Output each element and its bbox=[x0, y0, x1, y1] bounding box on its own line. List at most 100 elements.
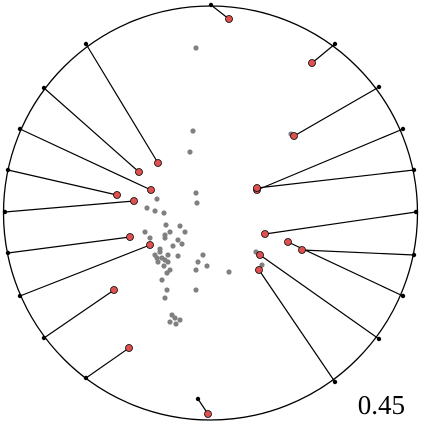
point bbox=[193, 287, 199, 293]
labeled-point bbox=[154, 159, 162, 167]
point bbox=[175, 253, 181, 259]
leader-line bbox=[19, 128, 152, 191]
point bbox=[152, 252, 158, 258]
point bbox=[147, 235, 153, 241]
labeled-point bbox=[255, 266, 263, 274]
point bbox=[165, 259, 171, 265]
point bbox=[179, 241, 185, 247]
anchor bbox=[411, 167, 417, 173]
point bbox=[175, 237, 181, 243]
labeled-point bbox=[256, 251, 264, 259]
point bbox=[161, 210, 167, 216]
anchor bbox=[400, 126, 406, 132]
leader-line bbox=[264, 211, 417, 235]
leader-line bbox=[4, 200, 135, 213]
labeled-point bbox=[113, 191, 121, 199]
labeled-point bbox=[284, 238, 292, 246]
anchor bbox=[195, 396, 201, 402]
point bbox=[173, 321, 179, 327]
leader-line bbox=[259, 254, 380, 340]
anchor bbox=[17, 293, 23, 299]
anchor bbox=[376, 84, 382, 90]
point bbox=[195, 259, 201, 265]
leader-line bbox=[256, 169, 415, 189]
anchor bbox=[83, 375, 89, 381]
anchor bbox=[5, 250, 11, 256]
point bbox=[167, 229, 173, 235]
labeled-point bbox=[147, 186, 155, 194]
point bbox=[193, 190, 199, 196]
leader-line bbox=[311, 43, 336, 64]
leader-line bbox=[19, 244, 151, 297]
point bbox=[170, 243, 176, 249]
leader-line bbox=[258, 269, 336, 383]
point bbox=[165, 252, 171, 258]
anchor bbox=[413, 209, 419, 215]
point bbox=[226, 269, 232, 275]
point bbox=[193, 45, 199, 51]
point bbox=[187, 149, 193, 155]
labeled-point bbox=[135, 168, 143, 176]
anchor bbox=[376, 336, 382, 342]
labeled-point bbox=[130, 197, 138, 205]
point bbox=[142, 229, 148, 235]
labeled-point bbox=[261, 230, 269, 238]
labeled-point bbox=[253, 184, 261, 192]
point bbox=[194, 200, 200, 206]
anchor bbox=[332, 41, 338, 47]
anchor bbox=[411, 252, 417, 258]
anchor bbox=[400, 293, 406, 299]
point bbox=[204, 263, 210, 269]
labeled-point bbox=[126, 233, 134, 241]
point bbox=[164, 287, 170, 293]
point bbox=[157, 246, 163, 252]
point bbox=[167, 319, 173, 325]
labeled-point bbox=[125, 344, 133, 352]
leader-line bbox=[256, 128, 404, 191]
point bbox=[177, 317, 183, 323]
point bbox=[162, 232, 168, 238]
leader-line bbox=[85, 347, 130, 379]
point bbox=[193, 267, 199, 273]
anchor bbox=[17, 126, 23, 132]
labeled-point bbox=[308, 59, 316, 67]
point bbox=[200, 252, 206, 258]
leader-line bbox=[301, 249, 415, 256]
labeled-point bbox=[290, 132, 298, 140]
point bbox=[190, 128, 196, 134]
point bbox=[155, 259, 161, 265]
leader-line bbox=[43, 87, 140, 173]
anchor bbox=[332, 379, 338, 385]
point bbox=[161, 263, 167, 269]
labeled-point bbox=[225, 15, 233, 23]
point bbox=[162, 295, 168, 301]
boundary-circle bbox=[2, 5, 419, 421]
leader-line bbox=[7, 169, 118, 196]
labeled-point bbox=[110, 286, 118, 294]
annotation: 0.45 bbox=[358, 390, 405, 420]
point bbox=[144, 205, 150, 211]
anchor bbox=[83, 41, 89, 47]
point bbox=[152, 208, 158, 214]
point bbox=[259, 262, 265, 268]
point bbox=[169, 312, 175, 318]
leader-line bbox=[287, 241, 404, 297]
anchor bbox=[41, 85, 47, 91]
anchor bbox=[2, 209, 8, 215]
anchor bbox=[208, 2, 214, 8]
point bbox=[182, 229, 188, 235]
labeled-point bbox=[146, 241, 154, 249]
labeled-point bbox=[298, 246, 306, 254]
anchor bbox=[41, 335, 47, 341]
leader-line bbox=[43, 289, 115, 339]
point bbox=[154, 196, 160, 202]
anchor bbox=[5, 167, 11, 173]
leader-line bbox=[293, 86, 380, 137]
point bbox=[163, 222, 169, 228]
point bbox=[164, 270, 170, 276]
point bbox=[159, 277, 165, 283]
labeled-point bbox=[204, 410, 212, 418]
leader-line bbox=[85, 43, 159, 164]
